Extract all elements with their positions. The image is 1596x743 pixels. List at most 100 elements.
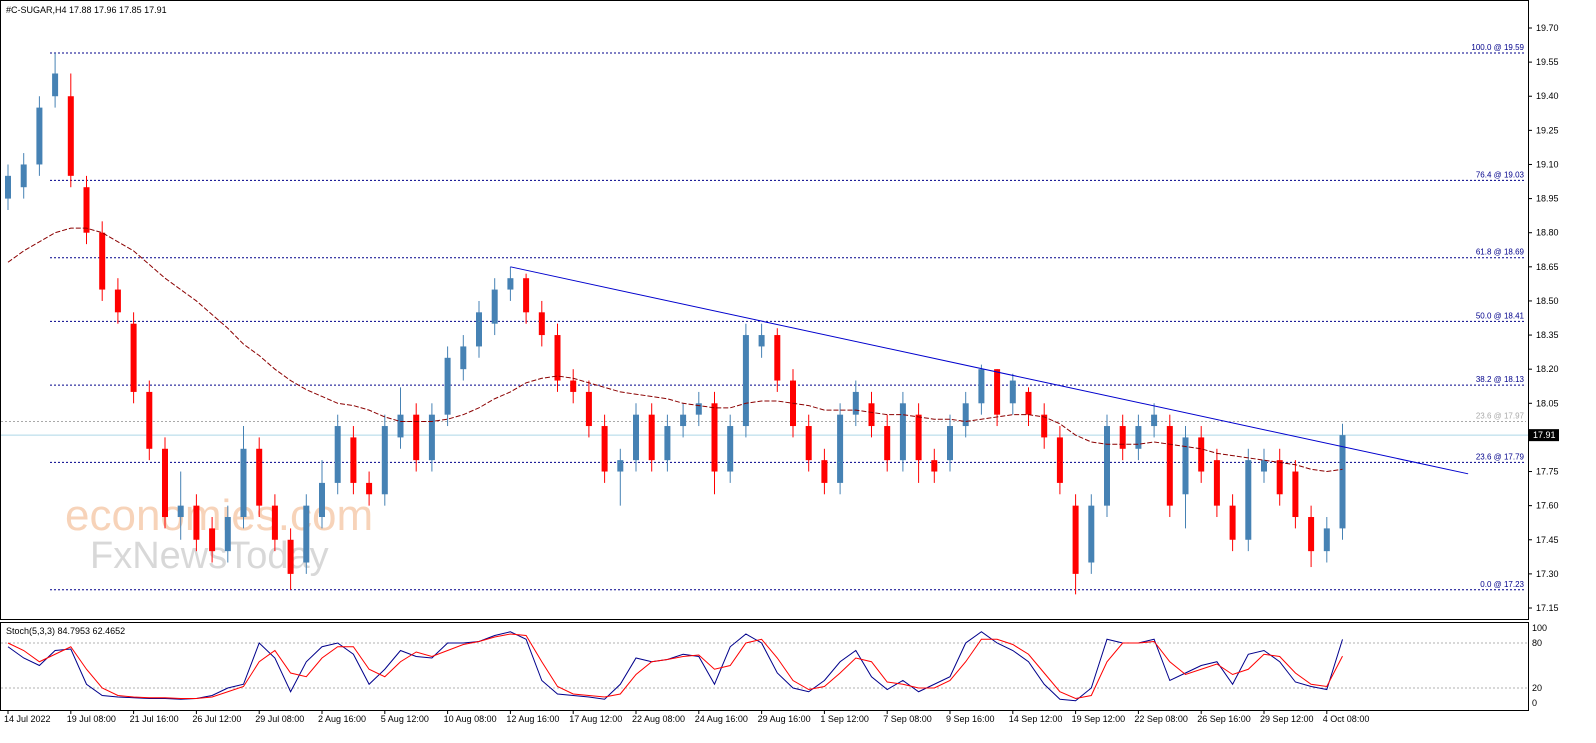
- candle-body: [695, 403, 702, 415]
- y-tick-label: 19.55: [1536, 57, 1559, 67]
- candle-body: [727, 426, 734, 472]
- stoch-tick-label: 0: [1532, 698, 1537, 708]
- x-tick-label: 19 Jul 08:00: [67, 714, 116, 724]
- candle-body: [397, 414, 404, 438]
- y-tick-label: 19.25: [1536, 125, 1559, 135]
- candle-body: [821, 460, 828, 483]
- candle-body: [774, 335, 781, 381]
- x-tick-label: 29 Jul 08:00: [255, 714, 304, 724]
- x-tick-label: 12 Aug 16:00: [506, 714, 559, 724]
- candle-body: [1166, 426, 1173, 506]
- candle-body: [1276, 460, 1283, 495]
- candle-body: [711, 403, 718, 472]
- candle-body: [460, 346, 467, 370]
- x-tick-label: 21 Jul 16:00: [130, 714, 179, 724]
- candle-body: [209, 528, 216, 552]
- candle-body: [899, 403, 906, 461]
- candle-body: [1229, 505, 1236, 540]
- candle-body: [20, 164, 27, 188]
- candle-body: [1009, 380, 1016, 404]
- candle-body: [334, 426, 341, 483]
- candle-body: [585, 391, 592, 427]
- x-tick-label: 1 Sep 12:00: [820, 714, 869, 724]
- y-tick-label: 18.20: [1536, 364, 1559, 374]
- candle-body: [1213, 460, 1220, 506]
- candle-body: [601, 426, 608, 472]
- y-tick-label: 17.60: [1536, 501, 1559, 511]
- candle-body: [366, 482, 373, 495]
- candle-body: [476, 312, 482, 347]
- candle-body: [664, 426, 671, 461]
- y-tick-label: 18.95: [1536, 194, 1559, 204]
- candle-body: [1025, 391, 1032, 415]
- x-tick-label: 7 Sep 08:00: [883, 714, 932, 724]
- stoch-tick-label: 80: [1532, 638, 1542, 648]
- x-tick-label: 9 Sep 16:00: [946, 714, 995, 724]
- stoch-tick-label: 100: [1532, 623, 1547, 633]
- x-tick-label: 5 Aug 12:00: [381, 714, 429, 724]
- price-label: 17.91: [1533, 430, 1556, 440]
- candle-body: [114, 289, 121, 313]
- candle-body: [570, 380, 577, 392]
- candle-body: [538, 312, 545, 336]
- candle-body: [758, 335, 765, 347]
- fib-label: 100.0 @ 19.59: [1471, 43, 1524, 52]
- stoch-line: [7, 633, 1343, 700]
- candle-body: [1119, 426, 1126, 449]
- candle-body: [1245, 460, 1252, 540]
- candle-body: [837, 414, 844, 483]
- fib-label: 50.0 @ 18.41: [1476, 311, 1525, 320]
- candle-body: [287, 539, 294, 574]
- watermark: economies.com: [65, 491, 373, 540]
- x-tick-label: 22 Aug 08:00: [632, 714, 685, 724]
- price-box: [1529, 429, 1559, 442]
- candle-body: [852, 391, 859, 415]
- candle-body: [1072, 505, 1079, 574]
- candle-body: [523, 278, 530, 313]
- candle-body: [319, 482, 325, 518]
- x-tick-label: 29 Aug 16:00: [758, 714, 811, 724]
- x-tick-label: 14 Jul 2022: [4, 714, 51, 724]
- candle-body: [947, 426, 953, 461]
- x-tick-label: 26 Jul 12:00: [192, 714, 241, 724]
- candle-body: [554, 335, 561, 381]
- y-tick-label: 17.45: [1536, 535, 1559, 545]
- fib-label: 0.0 @ 17.23: [1480, 580, 1524, 589]
- candle-body: [413, 414, 420, 461]
- candle-body: [1339, 435, 1346, 529]
- x-tick-label: 14 Sep 12:00: [1009, 714, 1063, 724]
- y-tick-label: 17.15: [1536, 603, 1559, 613]
- candle-body: [5, 175, 11, 199]
- candle-body: [617, 460, 624, 472]
- candle-body: [67, 96, 74, 176]
- x-tick-label: 2 Aug 16:00: [318, 714, 366, 724]
- candle-body: [994, 369, 1001, 415]
- y-tick-label: 18.80: [1536, 228, 1559, 238]
- y-tick-label: 18.65: [1536, 262, 1559, 272]
- stoch-title: Stoch(5,3,3) 84.7953 62.4652: [6, 626, 125, 636]
- candle-body: [428, 414, 435, 461]
- y-tick-label: 19.40: [1536, 91, 1559, 101]
- candle-body: [177, 505, 184, 518]
- candle-body: [193, 505, 200, 540]
- fib-label: 76.4 @ 19.03: [1476, 170, 1525, 179]
- candle-body: [271, 505, 278, 540]
- stoch-frame: [0, 622, 1529, 711]
- candle-body: [256, 448, 263, 506]
- x-tick-label: 24 Aug 16:00: [695, 714, 748, 724]
- x-tick-label: 26 Sep 16:00: [1197, 714, 1251, 724]
- candle-body: [805, 426, 812, 461]
- candle-body: [884, 426, 891, 461]
- candle-body: [491, 289, 498, 324]
- x-tick-label: 17 Aug 12:00: [569, 714, 622, 724]
- moving-average: [7, 227, 1343, 473]
- candle-body: [1261, 460, 1267, 472]
- candle-body: [240, 448, 247, 518]
- candle-body: [162, 448, 168, 518]
- x-tick-label: 22 Sep 08:00: [1134, 714, 1188, 724]
- main-frame: [0, 0, 1529, 620]
- y-tick-label: 19.10: [1536, 159, 1559, 169]
- y-tick-label: 18.05: [1536, 398, 1559, 408]
- fib-label: 23.6 @ 17.97: [1476, 411, 1525, 420]
